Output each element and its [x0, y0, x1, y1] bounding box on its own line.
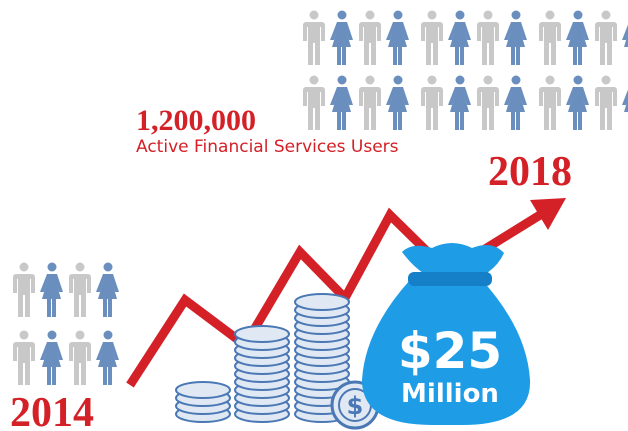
person-icon — [566, 10, 589, 65]
person-icon — [622, 75, 628, 130]
person-icon — [539, 10, 561, 65]
bag-unit: Million — [401, 379, 499, 409]
money-bag: $25 Million — [362, 243, 531, 425]
person-icon — [386, 75, 409, 130]
start-year: 2014 — [10, 390, 94, 431]
bag-amount: $25 — [398, 322, 502, 380]
person-icon — [622, 10, 628, 65]
person-icon — [477, 75, 499, 130]
person-icon — [330, 75, 353, 130]
person-icon — [303, 10, 325, 65]
person-icon — [477, 10, 499, 65]
person-icon — [13, 330, 35, 385]
person-icon — [448, 10, 471, 65]
person-icon — [359, 75, 381, 130]
person-icon — [40, 330, 63, 385]
user-caption: Active Financial Services Users — [136, 137, 399, 157]
coin — [234, 325, 290, 343]
person-icon — [421, 75, 443, 130]
person-icon — [96, 330, 119, 385]
arrow-head — [530, 198, 566, 230]
coin-stacks — [175, 293, 350, 423]
person-icon — [96, 262, 119, 317]
svg-text:$: $ — [347, 392, 364, 420]
person-icon — [504, 75, 527, 130]
person-icon — [595, 10, 617, 65]
coin — [175, 381, 231, 399]
person-icon — [13, 262, 35, 317]
person-icon — [40, 262, 63, 317]
person-icon — [330, 10, 353, 65]
user-count: 1,200,000 — [136, 104, 256, 137]
person-icon — [539, 75, 561, 130]
person-icon — [421, 10, 443, 65]
person-icon — [359, 10, 381, 65]
end-year: 2018 — [488, 149, 572, 195]
person-icon — [69, 330, 91, 385]
person-icon — [595, 75, 617, 130]
person-icon — [303, 75, 325, 130]
person-icon — [448, 75, 471, 130]
person-icon — [504, 10, 527, 65]
person-icon — [566, 75, 589, 130]
person-icon — [69, 262, 91, 317]
person-icon — [386, 10, 409, 65]
coin — [294, 293, 350, 311]
